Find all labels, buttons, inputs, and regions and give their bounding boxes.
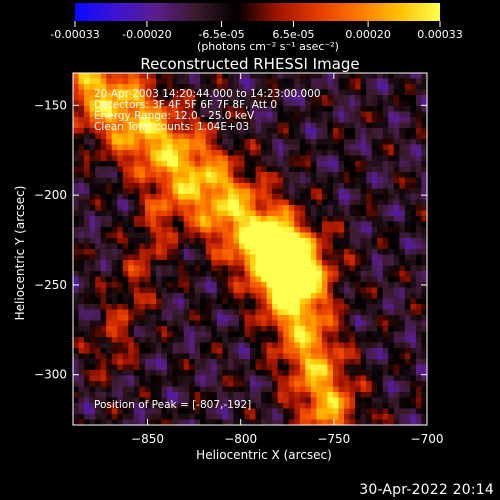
- colorbar-tick-label: 0.00033: [417, 28, 463, 41]
- annotation-line-4: Clean Total counts: 1.04E+03: [94, 121, 249, 133]
- annotation-line-1: 20-Apr-2003 14:20:44.000 to 14:23:00.000: [94, 88, 321, 100]
- colorbar-tick-label: -6.5e-05: [198, 28, 244, 41]
- timestamp: 30-Apr-2022 20:14: [359, 482, 494, 498]
- y-tick-label: −200: [34, 188, 67, 202]
- chart-title: Reconstructed RHESSI Image: [140, 55, 359, 73]
- rhessi-plot: Reconstructed RHESSI Image −850 −800 −750 −…: [13, 55, 444, 462]
- colorbar-gradient: [75, 3, 440, 21]
- colorbar-unit-label: (photons cm⁻² s⁻¹ asec⁻²): [197, 40, 339, 53]
- x-axis-label: Heliocentric X (arcsec): [196, 448, 332, 462]
- colorbar-tick-label: 6.5e-05: [272, 28, 314, 41]
- y-tick-label: −250: [34, 278, 67, 292]
- y-tick-label: −150: [34, 98, 67, 112]
- annotation-line-3: Energy Range: 12.0 - 25.0 keV: [94, 110, 255, 122]
- x-tick-label: −750: [317, 432, 350, 446]
- x-tick-label: −850: [131, 432, 164, 446]
- peak-position-label: Position of Peak = [-807,-192]: [94, 399, 251, 411]
- colorbar-tick-label: -0.00020: [122, 28, 171, 41]
- y-axis-label: Heliocentric Y (arcsec): [13, 186, 27, 321]
- colorbar: -0.00033 -0.00020 -6.5e-05 6.5e-05 0.00020 0.…: [50, 3, 463, 53]
- x-tick-label: −800: [224, 432, 257, 446]
- x-tick-label: −700: [411, 432, 444, 446]
- y-tick-label: −300: [34, 368, 67, 382]
- colorbar-tick-label: 0.00020: [345, 28, 391, 41]
- annotation-line-2: Detectors: 3F 4F 5F 6F 7F 8F, Att 0: [94, 99, 277, 111]
- colorbar-tick-label: -0.00033: [50, 28, 99, 41]
- heatmap-image: [73, 73, 428, 426]
- plot-frame: [72, 72, 428, 426]
